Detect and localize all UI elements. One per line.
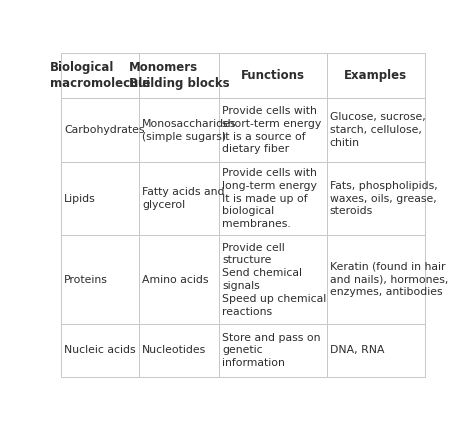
Text: Nucleotides: Nucleotides: [142, 346, 207, 355]
Bar: [61, 162, 139, 235]
Text: Monomers
Building blocks: Monomers Building blocks: [129, 61, 229, 90]
Bar: [219, 53, 327, 98]
Bar: [219, 235, 327, 324]
Bar: [327, 53, 425, 98]
Bar: [139, 98, 219, 162]
Text: Proteins: Proteins: [64, 275, 108, 285]
Text: Carbohydrates: Carbohydrates: [64, 125, 145, 135]
Text: Fatty acids and
glycerol: Fatty acids and glycerol: [142, 187, 225, 210]
Bar: [327, 98, 425, 162]
Bar: [327, 235, 425, 324]
Bar: [61, 324, 139, 377]
Text: Biological
macromolecule: Biological macromolecule: [50, 61, 150, 90]
Bar: [139, 162, 219, 235]
Text: Provide cell
structure
Send chemical
signals
Speed up chemical
reactions: Provide cell structure Send chemical sig…: [222, 243, 327, 317]
Text: DNA, RNA: DNA, RNA: [329, 346, 384, 355]
Bar: [61, 53, 139, 98]
Bar: [139, 53, 219, 98]
Text: Functions: Functions: [241, 69, 305, 82]
Text: Store and pass on
genetic
information: Store and pass on genetic information: [222, 333, 321, 368]
Text: Provide cells with
short-term energy
It is a source of
dietary fiber: Provide cells with short-term energy It …: [222, 106, 321, 154]
Text: Lipids: Lipids: [64, 194, 96, 204]
Text: Keratin (found in hair
and nails), hormones,
enzymes, antibodies: Keratin (found in hair and nails), hormo…: [329, 262, 448, 298]
Bar: [139, 235, 219, 324]
Text: Fats, phospholipids,
waxes, oils, grease,
steroids: Fats, phospholipids, waxes, oils, grease…: [329, 181, 437, 216]
Bar: [219, 324, 327, 377]
Bar: [327, 324, 425, 377]
Text: Monosaccharides
(simple sugars): Monosaccharides (simple sugars): [142, 119, 237, 142]
Bar: [327, 162, 425, 235]
Text: Amino acids: Amino acids: [142, 275, 209, 285]
Text: Examples: Examples: [344, 69, 407, 82]
Bar: [61, 235, 139, 324]
Bar: [219, 162, 327, 235]
Text: Provide cells with
long-term energy
It is made up of
biological
membranes.: Provide cells with long-term energy It i…: [222, 168, 317, 229]
Text: Glucose, sucrose,
starch, cellulose,
chitin: Glucose, sucrose, starch, cellulose, chi…: [329, 113, 425, 148]
Bar: [61, 98, 139, 162]
Text: Nucleic acids: Nucleic acids: [64, 346, 136, 355]
Bar: [139, 324, 219, 377]
Bar: [219, 98, 327, 162]
